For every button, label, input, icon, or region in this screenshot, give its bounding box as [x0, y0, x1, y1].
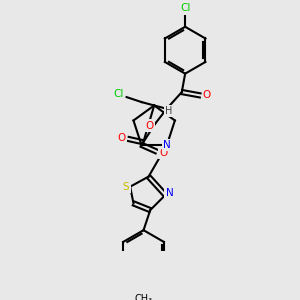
Text: O: O	[117, 133, 126, 143]
Text: O: O	[145, 121, 153, 130]
Text: H: H	[165, 106, 172, 116]
Text: S: S	[123, 182, 129, 192]
Text: Cl: Cl	[113, 89, 123, 99]
Text: CH₃: CH₃	[134, 294, 153, 300]
Text: Cl: Cl	[180, 3, 190, 14]
Text: N: N	[166, 188, 173, 198]
Text: N: N	[163, 140, 171, 150]
Text: O: O	[159, 148, 167, 158]
Text: O: O	[203, 90, 211, 100]
